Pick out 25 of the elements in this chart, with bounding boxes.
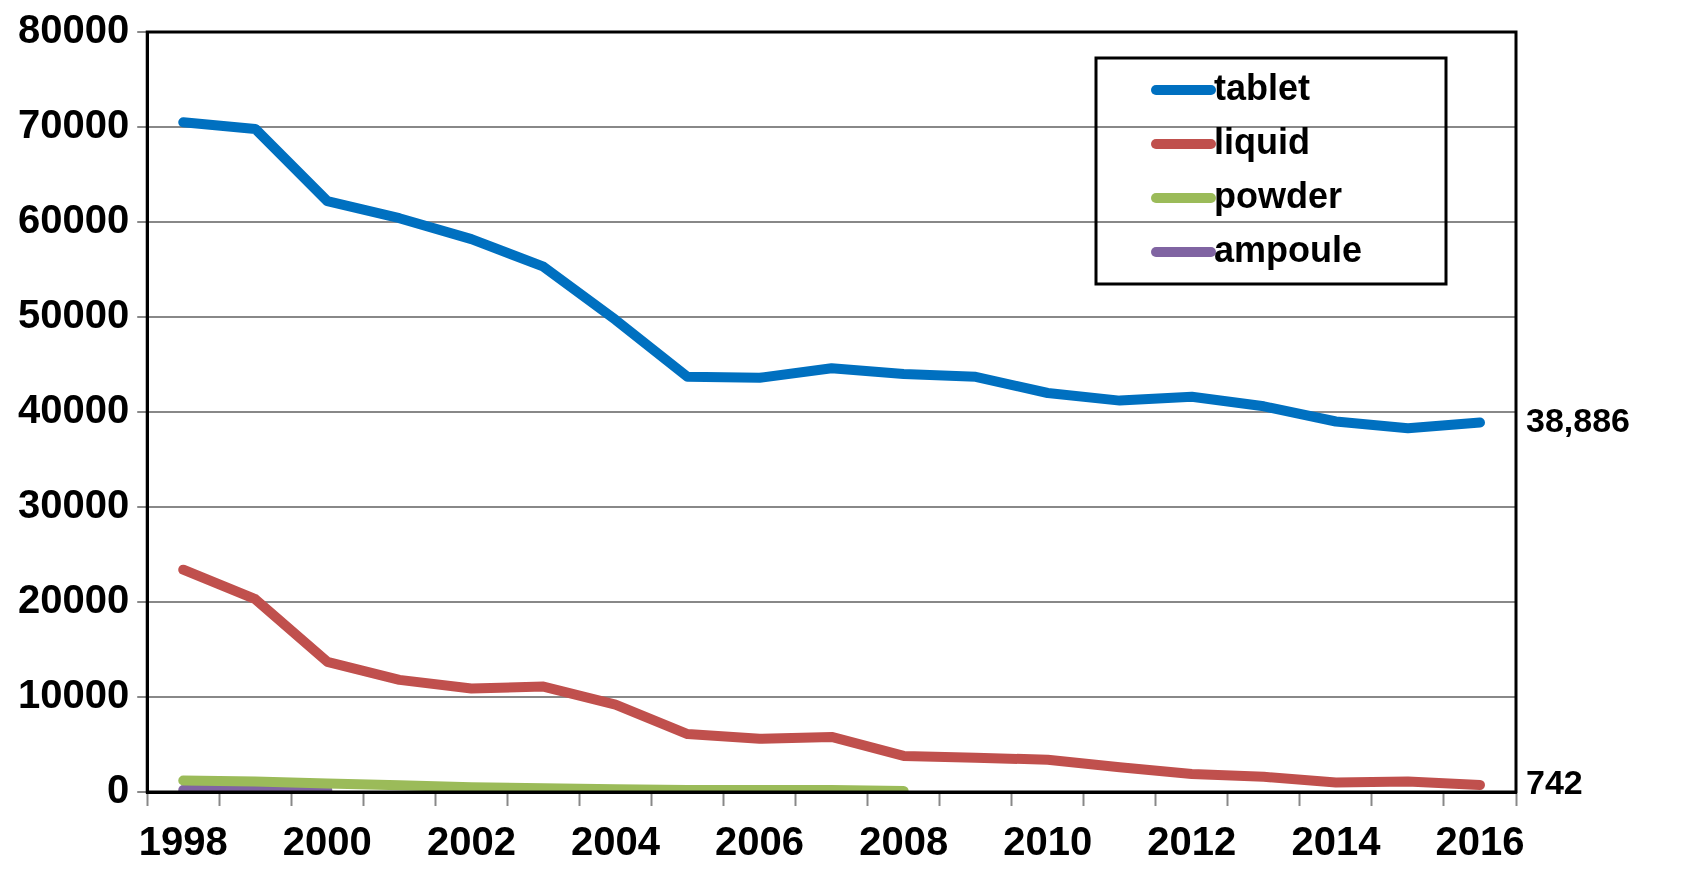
legend-label: tablet [1214,66,1311,108]
y-tick-label: 60000 [18,197,130,242]
legend-label: liquid [1214,120,1310,162]
x-tick-label: 2012 [1147,819,1237,864]
data-label: 38,886 [1526,400,1630,439]
x-tick-label: 2014 [1291,819,1382,864]
x-tick-label: 2008 [859,819,949,864]
x-tick-label: 2000 [282,819,372,864]
y-tick-label: 50000 [18,292,130,337]
x-tick-label: 2006 [715,819,805,864]
x-tick-label: 1998 [138,819,228,864]
legend-label: ampoule [1214,228,1363,270]
y-tick-label: 70000 [18,102,130,147]
y-tick-label: 10000 [18,672,130,717]
x-tick-label: 2016 [1435,819,1525,864]
y-tick-label: 40000 [18,387,130,432]
y-tick-label: 0 [106,767,130,812]
x-tick-label: 2004 [571,819,661,864]
y-tick-label: 30000 [18,482,130,527]
x-tick-label: 2010 [1003,819,1093,864]
data-label: 742 [1526,763,1583,802]
legend-label: powder [1214,174,1343,216]
y-tick-label: 80000 [18,7,130,52]
y-tick-label: 20000 [18,577,130,622]
x-tick-label: 2002 [426,819,516,864]
